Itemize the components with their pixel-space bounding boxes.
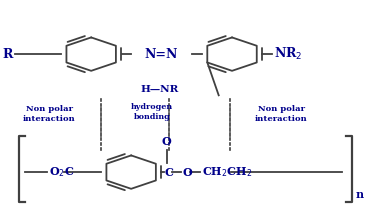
Text: CH$_2$CH$_2$: CH$_2$CH$_2$ xyxy=(202,165,252,179)
Text: hydrogen
bonding: hydrogen bonding xyxy=(131,103,173,121)
Text: O: O xyxy=(162,136,171,146)
Text: Non polar
interaction: Non polar interaction xyxy=(255,105,308,123)
Text: R: R xyxy=(3,48,13,61)
Text: H—NR: H—NR xyxy=(141,85,179,94)
Text: NR$_2$: NR$_2$ xyxy=(274,46,303,62)
Text: O$_2$C: O$_2$C xyxy=(49,165,74,179)
Text: C: C xyxy=(164,167,173,178)
Text: N=N: N=N xyxy=(145,48,178,61)
Text: O: O xyxy=(182,167,192,178)
Text: Non polar
interaction: Non polar interaction xyxy=(23,105,76,123)
Text: n: n xyxy=(356,189,364,200)
